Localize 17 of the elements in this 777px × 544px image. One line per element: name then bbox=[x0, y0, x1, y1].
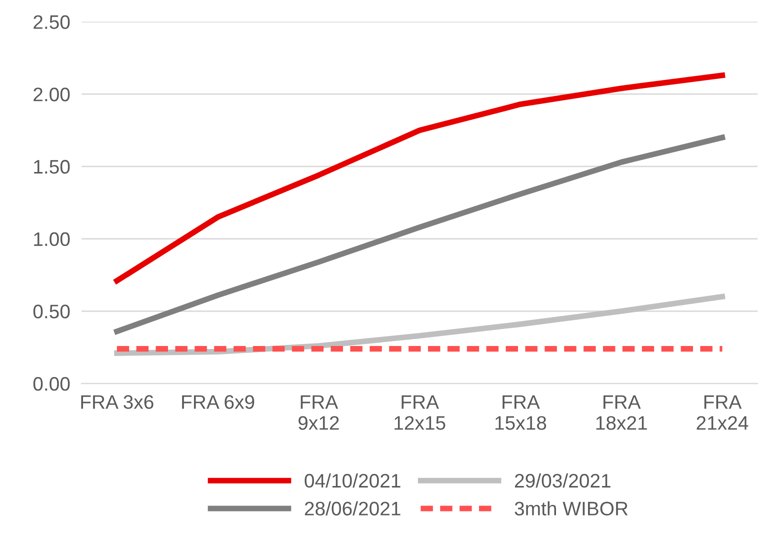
legend-label: 3mth WIBOR bbox=[514, 501, 628, 516]
legend-label: 28/06/2021 bbox=[304, 501, 400, 516]
x-tick-label: FRA 12x15 bbox=[394, 395, 446, 430]
x-tick-label: FRA 21x24 bbox=[696, 395, 748, 430]
x-tick-label: FRA 6x9 bbox=[182, 395, 254, 409]
x-tick-label: FRA 3x6 bbox=[81, 395, 154, 409]
y-tick-label: 1.00 bbox=[34, 232, 70, 246]
legend-label: 29/03/2021 bbox=[515, 473, 610, 488]
legend-label: 04/10/2021 bbox=[304, 473, 400, 488]
y-tick-label: 0.50 bbox=[33, 304, 70, 318]
y-tick-label: 1.50 bbox=[34, 160, 70, 174]
y-tick-label: 2.00 bbox=[34, 88, 70, 102]
x-tick-label: FRA 15x18 bbox=[495, 395, 546, 430]
x-tick-label: FRA 18x21 bbox=[596, 395, 647, 430]
x-tick-label: FRA 9x12 bbox=[298, 395, 339, 430]
y-tick-label: 2.50 bbox=[34, 15, 70, 29]
y-tick-label: 0.00 bbox=[33, 376, 70, 391]
